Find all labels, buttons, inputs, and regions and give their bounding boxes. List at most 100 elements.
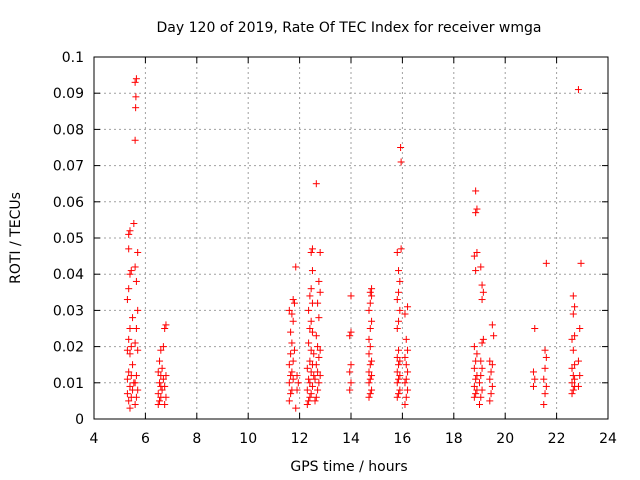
data-point <box>486 357 494 365</box>
data-point <box>571 303 579 311</box>
data-point <box>285 379 293 387</box>
data-point <box>315 379 323 387</box>
data-point <box>123 390 131 398</box>
data-point <box>131 339 139 347</box>
data-point <box>365 306 373 314</box>
y-tick-label: 0.05 <box>53 231 84 247</box>
data-point <box>486 375 494 383</box>
data-point <box>478 339 486 347</box>
data-point <box>368 292 376 300</box>
data-point <box>294 379 302 387</box>
y-tick-label: 0.07 <box>53 159 84 175</box>
data-point <box>368 386 376 394</box>
data-point <box>154 390 162 398</box>
data-point <box>478 386 486 394</box>
data-point <box>365 350 373 358</box>
data-point <box>569 372 577 380</box>
data-point <box>125 230 133 238</box>
data-point <box>568 379 576 387</box>
data-point <box>404 368 412 376</box>
data-point <box>393 248 401 256</box>
data-point <box>478 296 486 304</box>
data-point <box>312 332 320 340</box>
data-point <box>132 93 140 101</box>
x-tick-label: 10 <box>239 431 257 447</box>
data-point <box>306 292 314 300</box>
data-point <box>158 364 166 372</box>
data-point <box>366 375 374 383</box>
data-point <box>529 382 537 390</box>
data-point <box>569 346 577 354</box>
data-point <box>402 393 410 401</box>
y-tick-label: 0.02 <box>53 340 84 356</box>
x-tick-label: 8 <box>192 431 201 447</box>
data-point <box>131 78 139 86</box>
data-point <box>129 361 137 369</box>
data-point <box>131 401 139 409</box>
data-point <box>401 310 409 318</box>
data-point <box>314 299 322 307</box>
data-point <box>288 368 296 376</box>
data-point <box>396 357 404 365</box>
grid <box>94 57 608 419</box>
data-point <box>131 136 139 144</box>
data-point <box>577 259 585 267</box>
data-point <box>306 357 314 365</box>
data-point <box>470 343 478 351</box>
data-point <box>402 335 410 343</box>
data-point <box>127 343 135 351</box>
data-point <box>473 248 481 256</box>
data-point <box>488 382 496 390</box>
y-tick-label: 0 <box>75 412 84 428</box>
data-point <box>402 361 410 369</box>
data-point <box>476 379 483 387</box>
data-point <box>476 401 483 409</box>
x-tick-label: 14 <box>342 431 360 447</box>
data-point <box>162 372 170 380</box>
data-point <box>366 325 374 332</box>
data-point <box>542 353 550 361</box>
data-point <box>307 285 315 293</box>
data-point <box>287 350 295 358</box>
y-tick-label: 0.08 <box>53 122 84 138</box>
data-point <box>473 205 481 213</box>
x-tick-label: 4 <box>90 431 99 447</box>
data-point <box>401 353 409 361</box>
data-point <box>478 364 486 372</box>
data-point <box>366 299 374 307</box>
data-point <box>393 296 401 304</box>
data-point <box>123 375 131 383</box>
data-point <box>289 296 297 304</box>
data-point <box>123 346 131 354</box>
data-point <box>305 339 313 347</box>
data-point <box>366 390 374 398</box>
data-point <box>346 368 354 376</box>
data-point <box>365 393 373 401</box>
y-tick-label: 0.04 <box>53 267 84 283</box>
y-tick-label: 0.06 <box>53 195 84 211</box>
data-point <box>404 386 412 394</box>
data-point <box>568 335 576 343</box>
data-point <box>569 292 577 300</box>
y-tick-label: 0.1 <box>62 50 84 66</box>
data-point <box>293 372 301 380</box>
data-point <box>132 75 140 83</box>
data-point <box>316 288 324 296</box>
data-point <box>308 328 316 336</box>
data-point <box>289 317 297 325</box>
data-point <box>129 314 137 322</box>
data-point <box>396 277 404 285</box>
data-point <box>576 372 584 380</box>
data-point <box>472 267 480 275</box>
data-point <box>134 306 142 314</box>
data-point <box>395 288 403 296</box>
data-points <box>123 75 585 412</box>
data-point <box>134 346 142 354</box>
data-point <box>571 332 579 340</box>
data-point <box>159 343 167 351</box>
data-point <box>569 310 577 318</box>
data-point <box>393 393 401 401</box>
data-point <box>368 317 376 325</box>
y-tick-label: 0.01 <box>53 376 84 392</box>
